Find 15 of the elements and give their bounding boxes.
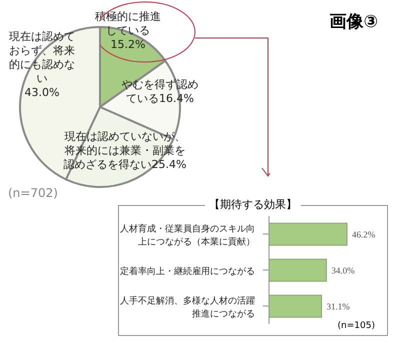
slice-label: 現在は認めておらず、将来的にも認めない xyxy=(9,30,75,85)
data-label: 43.0% xyxy=(24,86,60,99)
y-tick-label: 人材育成・従業員自身のスキル向上につながる（本業に貢献） xyxy=(120,224,255,248)
slice-label: やむを得ず認めている16.4% xyxy=(122,78,198,105)
text: (n=702) xyxy=(8,186,58,200)
data-label: 34.0% xyxy=(331,265,356,276)
slice-label: 現在は認めていないが、将来的には兼業・副業を認めざるを得ない25.4% xyxy=(64,130,186,171)
data-label: 31.1% xyxy=(326,301,350,312)
y-tick-label: 人手不足解消、多様な人材の活躍推進につながる xyxy=(120,296,255,320)
data-label: 46.2% xyxy=(352,229,376,240)
data-label: 15.2% xyxy=(110,38,146,51)
annotation: (n=105) xyxy=(338,321,375,331)
chart-title: 【期待する効果】 xyxy=(205,198,301,211)
text: 画像③ xyxy=(330,11,378,33)
y-tick-label: 定着率向上・継続雇用につながる xyxy=(120,266,255,277)
